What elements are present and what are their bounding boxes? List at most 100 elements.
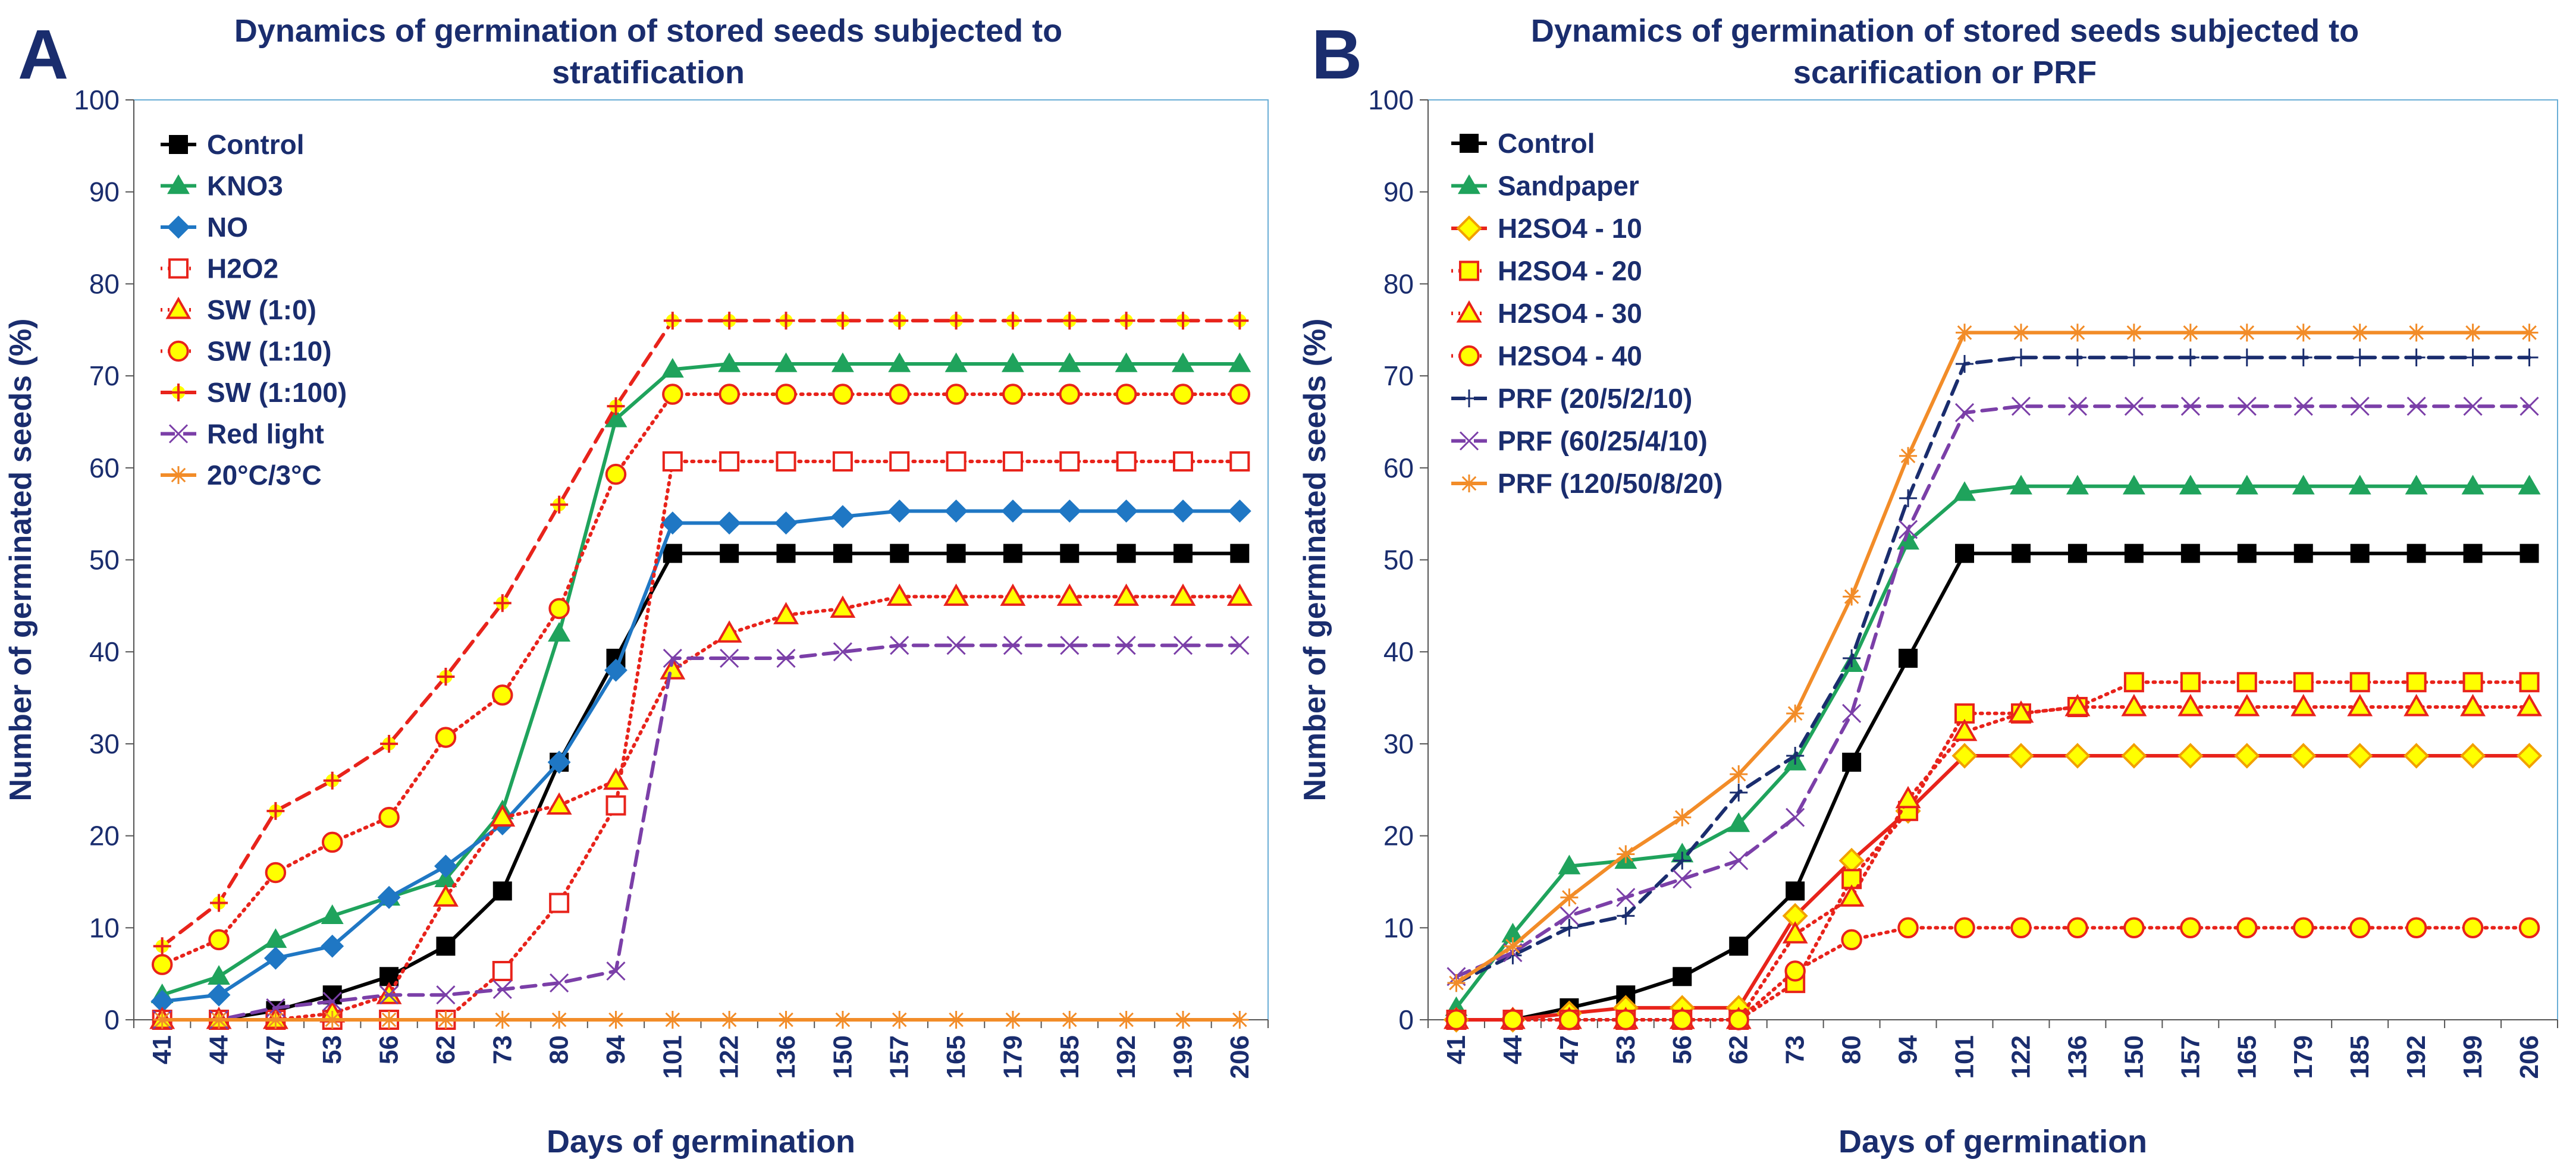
x-tick-label: 53 [1611,1035,1640,1064]
x-tick-label: 101 [658,1035,687,1079]
data-point [493,1011,512,1029]
data-point [1899,520,1918,539]
data-point [153,937,171,956]
data-point [322,991,342,1011]
data-point [2349,917,2371,939]
data-point [1059,384,1081,405]
data-point [492,979,512,1000]
data-point [605,795,626,816]
data-point [2235,475,2258,495]
series-line [1454,404,2531,979]
data-point [1116,636,1136,655]
data-point [1729,937,1749,956]
data-point [2348,475,2371,495]
data-point [2291,693,2317,717]
legend-label: PRF (120/50/8/20) [1498,468,1722,499]
data-point [2068,323,2086,342]
legend-label: SW (1:100) [207,377,347,408]
series-sandpaper [1445,475,2541,1016]
data-point [1171,499,1195,523]
data-point [2122,475,2145,495]
data-point [380,734,399,753]
data-point [1116,543,1136,563]
data-point [662,451,683,472]
data-point [1728,1009,1749,1030]
data-point [2238,348,2256,367]
data-point [380,1011,399,1029]
data-point [719,451,740,472]
series-line [1454,356,2531,985]
data-point [2179,475,2202,495]
data-point [1953,481,1976,501]
x-tick-label: 150 [828,1035,857,1079]
data-point [603,767,629,790]
legend-marker [169,135,188,154]
data-point [2293,543,2313,563]
data-point [2012,323,2030,342]
data-point [2067,917,2088,939]
data-point [2181,323,2200,342]
data-point [1843,587,1861,606]
legend-label: 20°C/3°C [207,460,322,491]
data-point [886,583,912,606]
legend-marker [1458,174,1480,194]
data-point [2236,672,2257,693]
data-point [492,684,513,706]
data-point [1231,1011,1249,1029]
y-tick-label: 90 [1383,177,1414,208]
data-point [2064,693,2091,717]
legend-label: Red light [207,419,324,450]
data-point [1170,583,1196,606]
series-line [1454,484,2531,1010]
data-point [2404,743,2430,769]
y-tick-label: 80 [89,268,120,299]
x-tick-label: 44 [205,1035,234,1064]
x-tick-label: 80 [545,1035,574,1064]
data-point [436,985,456,1005]
data-point [2011,397,2031,416]
data-point [1951,718,1978,741]
data-point [1060,312,1079,330]
data-point [323,771,341,790]
chart-title-line2: stratification [552,55,745,90]
data-point [774,511,798,535]
data-point [1782,921,1808,944]
data-point [2518,475,2541,495]
y-tick-label: 80 [1383,268,1414,299]
data-point [2405,475,2428,495]
x-tick-label: 192 [1112,1035,1141,1079]
data-point [832,384,854,405]
data-point [773,602,799,624]
data-point [2406,672,2427,693]
data-point [1673,869,1692,889]
x-tick-label: 165 [2232,1035,2261,1079]
legend-marker [1460,134,1479,153]
data-point [151,954,173,975]
data-point [945,499,968,523]
data-point [435,727,457,748]
data-point [1228,352,1251,372]
data-point [1116,451,1137,472]
data-point [437,1011,455,1029]
chart-title: Dynamics of germination of stored seeds … [1531,13,2359,49]
data-point [1058,499,1081,523]
x-tick-label: 80 [1837,1035,1866,1064]
legend-item-h2so4-10: H2SO4 - 10 [1451,213,1642,244]
data-point [720,312,739,330]
data-point [720,648,739,668]
data-point [662,384,683,405]
data-point [1956,354,1974,373]
data-point [1673,851,1692,870]
data-point [1001,499,1025,523]
y-tick-label: 30 [89,728,120,759]
legend-item-sandpaper: Sandpaper [1451,171,1639,202]
legend-label: PRF (60/25/4/10) [1498,426,1708,457]
data-point [2463,543,2483,563]
y-tick-label: 40 [89,636,120,667]
legend-marker [167,215,190,239]
legend-label: SW (1:10) [207,336,332,367]
x-tick-label: 179 [2289,1035,2318,1079]
data-point [946,451,967,472]
x-tick-label: 185 [1055,1035,1084,1079]
